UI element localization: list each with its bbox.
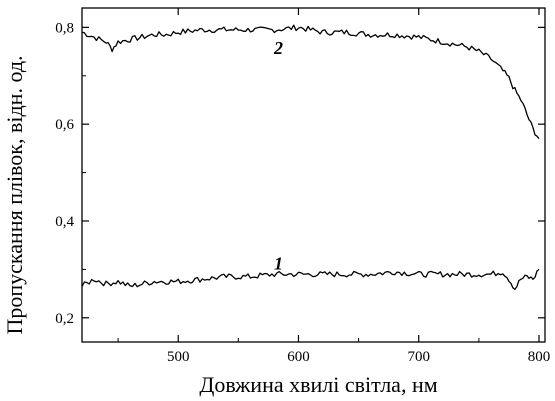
series-label-1: 1 xyxy=(274,254,283,274)
series-layer xyxy=(81,24,540,290)
y-axis-title: Пропускання плівок, відн. од. xyxy=(2,55,27,334)
x-tick-label: 600 xyxy=(287,349,310,365)
x-tick-label: 500 xyxy=(167,349,190,365)
labels-layer: 500 600 700 800 0,2 0,4 0,6 0,8 2 1 Довжина хвилі … xyxy=(2,20,550,397)
plot-border xyxy=(81,7,546,343)
series-line-1 xyxy=(81,268,540,290)
series-line-2 xyxy=(81,24,540,140)
plot-frame xyxy=(81,7,546,343)
x-tick-label: 700 xyxy=(407,349,430,365)
y-tick-label: 0,8 xyxy=(55,20,74,36)
y-tick-label: 0,6 xyxy=(55,117,74,133)
y-tick-label: 0,4 xyxy=(55,214,74,230)
x-axis-title: Довжина хвилі світла, нм xyxy=(199,372,437,397)
ticks-layer xyxy=(82,8,545,342)
x-tick-label: 800 xyxy=(528,349,551,365)
series-label-2: 2 xyxy=(273,38,283,58)
y-tick-label: 0,2 xyxy=(55,311,74,327)
